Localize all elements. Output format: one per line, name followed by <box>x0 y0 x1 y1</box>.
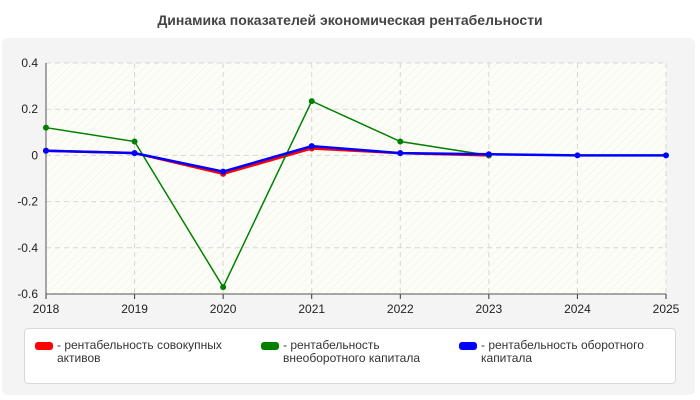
legend-swatch-working-capital <box>459 342 477 350</box>
x-tick-label: 2021 <box>298 302 325 316</box>
series-point-2 <box>220 168 227 175</box>
series-point-2 <box>663 152 669 159</box>
legend-swatch-total-assets <box>35 342 53 350</box>
y-tick-label: 0.4 <box>21 56 38 70</box>
y-tick-label: -0.4 <box>17 241 38 255</box>
legend-swatch-fixed-capital <box>261 342 279 350</box>
y-tick-label: 0.2 <box>21 102 38 116</box>
x-tick-label: 2018 <box>33 302 60 316</box>
y-tick-label: 0 <box>31 148 38 162</box>
y-tick-label: -0.2 <box>17 195 38 209</box>
series-point-2 <box>574 152 581 159</box>
series-point-1 <box>308 98 315 105</box>
series-line-1 <box>45 100 489 289</box>
plot-area <box>46 63 666 294</box>
series-point-1 <box>220 284 227 291</box>
x-tick-label: 2025 <box>653 302 680 316</box>
y-tick-label: -0.6 <box>17 287 38 301</box>
legend: - рентабельность совокупных активов - ре… <box>24 328 676 384</box>
series-layer <box>43 98 669 291</box>
series-point-2 <box>397 150 404 157</box>
series-point-1 <box>131 138 138 145</box>
series-line-2 <box>45 144 666 173</box>
legend-label-total-assets: - рентабельность совокупных активов <box>57 338 222 365</box>
series-point-2 <box>308 143 315 150</box>
x-tick-label: 2023 <box>476 302 503 316</box>
series-point-2 <box>131 150 138 157</box>
series-point-1 <box>397 138 404 145</box>
x-tick-label: 2019 <box>121 302 148 316</box>
legend-item-working-capital: - рентабельность оборотного капитала <box>459 339 669 365</box>
x-tick-label: 2022 <box>387 302 414 316</box>
series-point-2 <box>485 151 492 158</box>
x-tick-label: 2020 <box>210 302 237 316</box>
legend-item-fixed-capital: - рентабельность внеоборотного капитала <box>261 339 461 365</box>
legend-label-working-capital: - рентабельность оборотного капитала <box>481 338 644 365</box>
x-tick-label: 2024 <box>564 302 591 316</box>
series-point-1 <box>43 124 49 131</box>
chart-title: Динамика показателей экономическая рента… <box>157 12 543 28</box>
series-point-2 <box>43 147 49 154</box>
legend-label-fixed-capital: - рентабельность внеоборотного капитала <box>283 338 420 365</box>
legend-item-total-assets: - рентабельность совокупных активов <box>35 339 247 365</box>
